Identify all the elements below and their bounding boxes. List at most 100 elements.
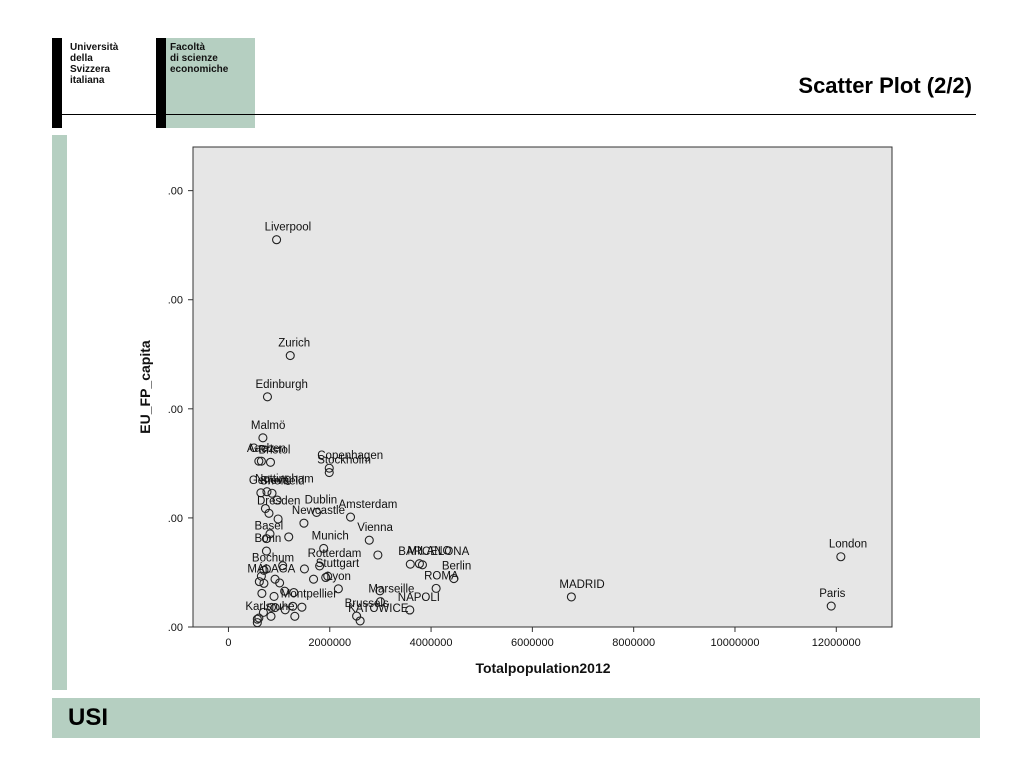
scatter-point <box>261 546 271 556</box>
scatter-point <box>265 457 276 467</box>
point-label: Bonn <box>254 533 281 545</box>
point-label: MADRID <box>559 579 604 591</box>
scatter-point <box>266 602 277 612</box>
point-label: Liverpool <box>265 222 312 234</box>
scatter-point <box>449 574 459 584</box>
point-label: Basel <box>254 521 283 533</box>
y-tick-label: .00 <box>168 622 183 634</box>
university-name: Università della Svizzera italiana <box>70 42 119 86</box>
scatter-point <box>289 587 299 598</box>
point-label: Marseille <box>368 584 414 596</box>
point-label: NAPOLI <box>398 592 440 604</box>
x-tick-label: 6000000 <box>511 637 554 649</box>
scatter-point <box>826 601 836 611</box>
scatter-point <box>355 616 365 626</box>
scatter-point <box>256 571 266 581</box>
y-axis: .00 .00 .00 .00 .00 <box>168 186 193 634</box>
point-label: London <box>829 539 867 551</box>
faculty-logo-box <box>166 38 255 128</box>
point-label: Amsterdam <box>339 499 398 511</box>
logo-black-bar-2 <box>156 38 166 128</box>
y-tick-label: .00 <box>168 186 183 198</box>
scatter-point <box>836 552 846 562</box>
data-points <box>252 235 846 628</box>
point-label: KATOWICE <box>348 603 409 615</box>
scatter-point <box>364 535 374 545</box>
scatter-point <box>273 514 283 524</box>
scatter-point <box>324 463 334 473</box>
scatter-point <box>280 605 290 615</box>
scatter-point <box>257 588 267 598</box>
point-label: Lyon <box>326 571 351 583</box>
scatter-point <box>290 611 300 621</box>
scatter-point <box>315 561 325 571</box>
scatter-point <box>373 550 383 560</box>
point-label: Stockholm <box>317 455 371 467</box>
footer-logo-text: USI <box>68 704 109 731</box>
point-label: Malmö <box>251 420 286 432</box>
scatter-point <box>324 467 334 478</box>
left-accent-bar <box>52 135 67 690</box>
scatter-point <box>566 592 576 602</box>
scatter-point <box>254 456 264 466</box>
x-tick-label: 2000000 <box>308 637 351 649</box>
scatter-point <box>266 611 276 621</box>
x-tick-label: 8000000 <box>612 637 655 649</box>
point-label: Brussels <box>345 598 389 610</box>
scatter-point <box>309 574 319 584</box>
scatter-point <box>258 433 268 443</box>
y-axis-label: EU_FP_capita <box>137 340 153 434</box>
y-tick-label: .00 <box>168 295 183 307</box>
scatter-point <box>272 235 282 245</box>
point-label: Bristol <box>258 444 290 456</box>
scatter-point <box>269 591 279 602</box>
scatter-point <box>297 602 307 612</box>
x-tick-label: 10000000 <box>711 637 760 649</box>
point-label: MÁLAGA <box>247 563 295 576</box>
point-label: Montpellier <box>281 588 337 600</box>
point-label: Aachen <box>247 443 286 455</box>
scatter-point <box>299 518 309 528</box>
scatter-point <box>284 532 294 542</box>
scatter-point <box>299 564 309 574</box>
plot-area <box>192 146 893 628</box>
x-axis-label: Totalpopulation2012 <box>475 660 610 676</box>
scatter-point <box>272 495 282 505</box>
scatter-point <box>262 487 272 497</box>
scatter-point <box>431 583 441 593</box>
scatter-point <box>345 512 356 522</box>
point-label: Edinburgh <box>255 379 307 391</box>
y-tick-label: .00 <box>168 513 183 525</box>
point-label: Dresden <box>257 495 300 507</box>
scatter-point <box>405 605 415 615</box>
point-label: Vienna <box>357 522 393 534</box>
point-label: Stuttgart <box>316 558 360 570</box>
point-label: Zurich <box>278 338 310 350</box>
scatter-point <box>259 565 269 575</box>
point-label: Berlin <box>442 561 471 573</box>
scatter-point <box>264 508 274 518</box>
scatter-point <box>375 597 385 607</box>
footer-bar: USI <box>52 698 980 738</box>
slide-title: Scatter Plot (2/2) <box>798 73 972 98</box>
point-label: BARCELONA <box>398 546 469 558</box>
scatter-point <box>258 607 268 617</box>
scatter-point <box>256 456 266 466</box>
faculty-name: Facoltà di scienze economiche <box>170 42 229 75</box>
point-label: Nottingham <box>255 474 314 486</box>
point-label: Rotterdam <box>308 548 362 560</box>
scatter-point <box>414 559 424 569</box>
point-label: Munich <box>312 530 349 542</box>
scatter-point <box>261 534 271 544</box>
scatter-point <box>321 572 331 583</box>
scatter-point <box>278 561 288 571</box>
scatter-point <box>323 571 333 581</box>
point-label: Sheffield <box>260 475 305 487</box>
scatter-point <box>375 586 385 596</box>
point-label: Paris <box>819 588 845 600</box>
x-tick-label: 12000000 <box>812 637 861 649</box>
scatter-point <box>333 584 343 594</box>
scatter-point <box>270 603 280 613</box>
point-label: Newcastle <box>292 505 345 517</box>
